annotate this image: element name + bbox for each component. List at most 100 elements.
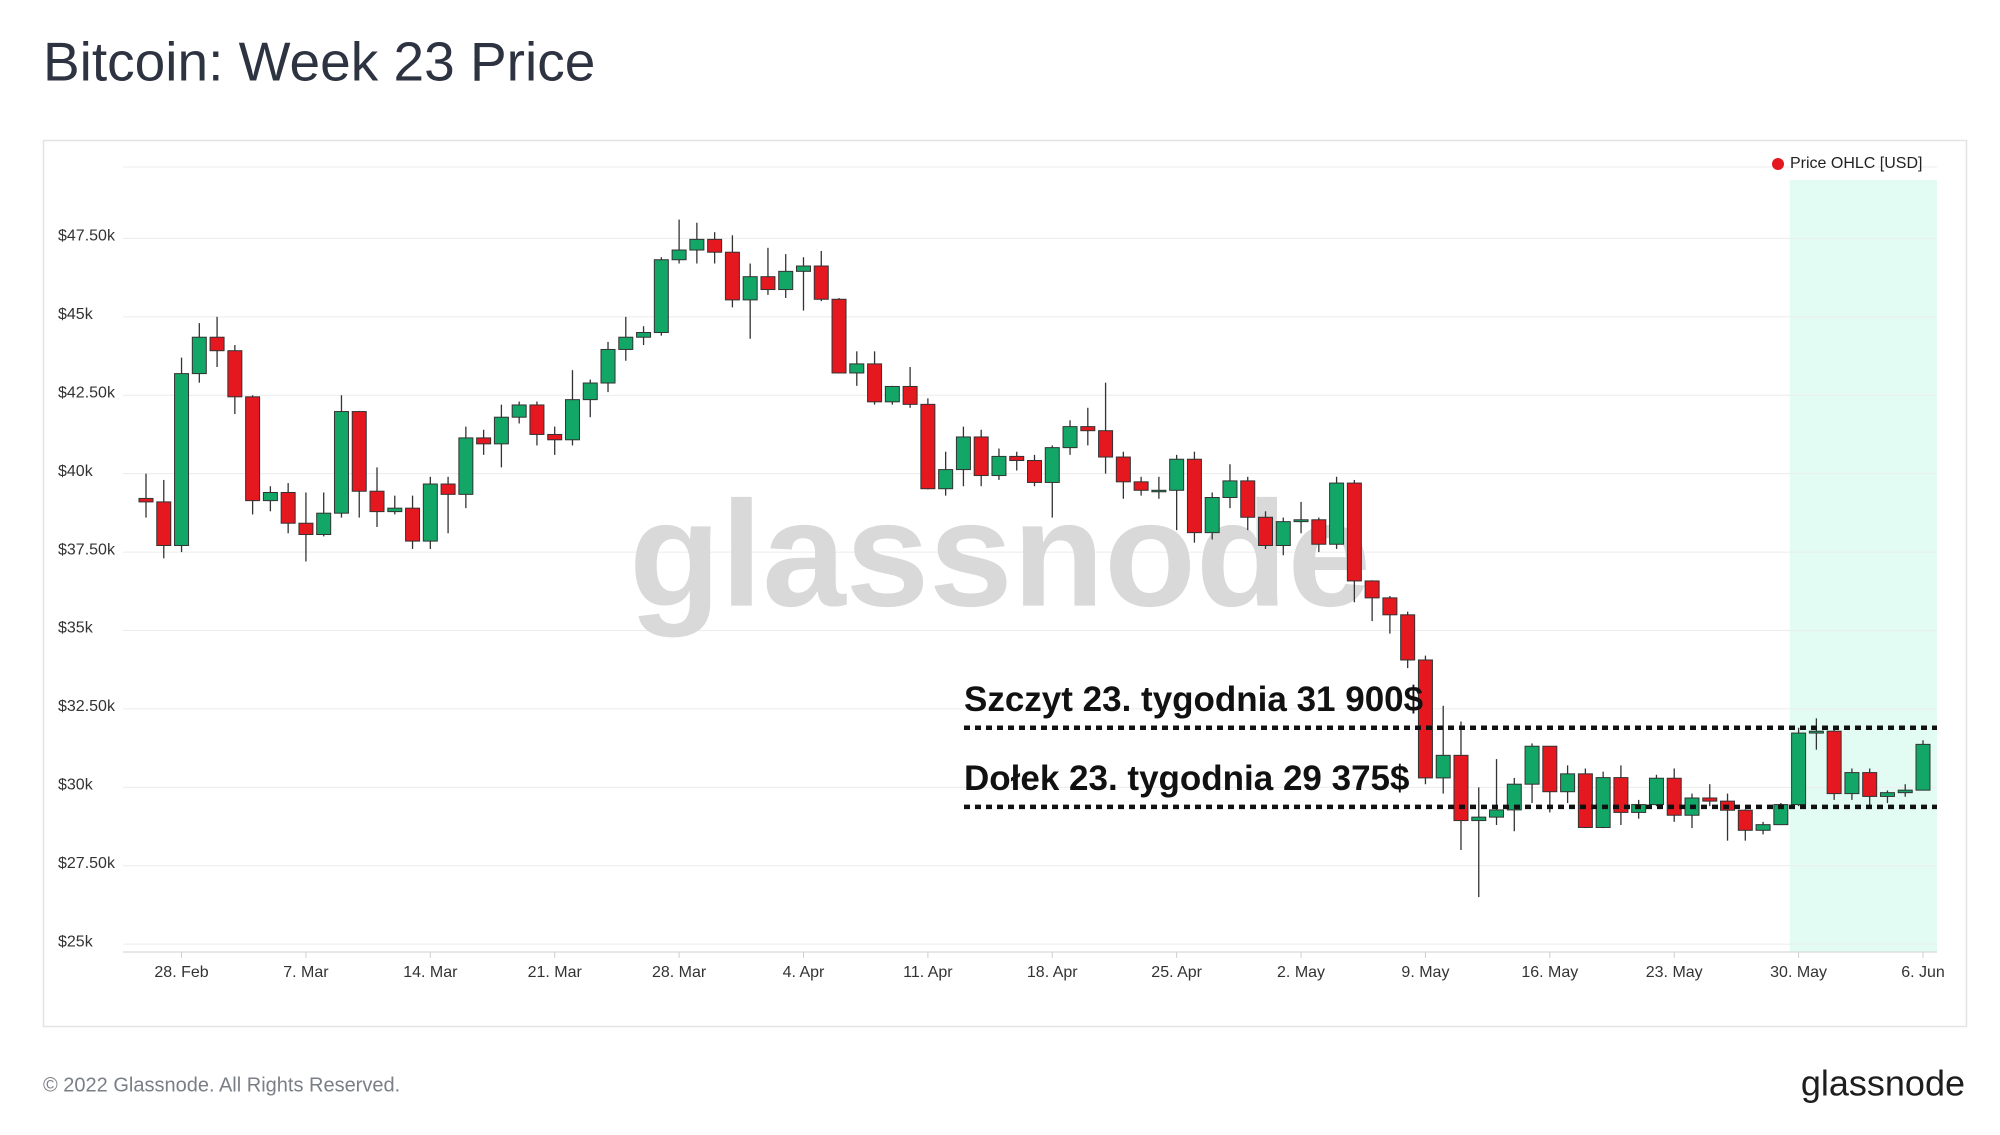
- candle-body: [1542, 745, 1558, 793]
- candle-body: [405, 507, 421, 542]
- y-tick-label: $30k: [58, 777, 94, 794]
- y-tick-label: $40k: [58, 463, 94, 480]
- candle-body: [1524, 745, 1540, 785]
- candle-body: [1329, 482, 1345, 545]
- candle-body: [191, 336, 207, 375]
- candle-body: [1062, 426, 1078, 449]
- candle-body: [1222, 480, 1238, 499]
- candle-body: [671, 249, 687, 261]
- candle-body: [973, 436, 989, 477]
- candle-body: [351, 411, 367, 492]
- candle-body: [440, 483, 456, 495]
- x-tick-label: 18. Apr: [1027, 964, 1078, 981]
- legend-label: Price OHLC [USD]: [1790, 155, 1922, 172]
- candle-body: [1506, 783, 1522, 811]
- candle-body: [760, 276, 776, 291]
- legend-marker: [1772, 158, 1784, 170]
- candle-body: [422, 483, 438, 542]
- candle-body: [156, 501, 172, 546]
- candle-body: [1009, 455, 1025, 461]
- candle-body: [1791, 732, 1807, 806]
- candle-body: [1311, 519, 1327, 545]
- candle-body: [813, 265, 829, 300]
- candle-body: [1489, 809, 1505, 818]
- candle-body: [1897, 789, 1913, 794]
- candle-body: [1453, 754, 1469, 822]
- candle-body: [529, 404, 545, 435]
- candle-body: [884, 385, 900, 403]
- x-tick-label: 11. Apr: [903, 964, 953, 981]
- x-tick-label: 6. Jun: [1901, 964, 1945, 981]
- candle-body: [1595, 777, 1611, 828]
- x-tick-label: 9. May: [1401, 964, 1449, 981]
- x-tick-label: 28. Feb: [154, 964, 208, 981]
- x-tick-label: 7. Mar: [283, 964, 329, 981]
- candle-body: [707, 238, 723, 253]
- candle-body: [831, 298, 847, 374]
- candle-body: [1293, 519, 1309, 523]
- candle-body: [991, 455, 1007, 477]
- candle-body: [280, 491, 296, 524]
- highlight-band: [1789, 180, 1937, 952]
- candle-body: [1577, 773, 1593, 828]
- candle-body: [1151, 489, 1167, 493]
- annotation: Dołek 23. tygodnia 29 375$: [964, 759, 1409, 798]
- candle-body: [511, 404, 527, 418]
- candle-body: [1862, 772, 1878, 797]
- x-tick-label: 25. Apr: [1151, 964, 1202, 981]
- candle-body: [1844, 772, 1860, 795]
- candle-body: [1737, 809, 1753, 831]
- candle-body: [1826, 730, 1842, 795]
- candle-body: [1240, 480, 1256, 518]
- candle-body: [476, 437, 492, 445]
- candle-body: [724, 251, 740, 301]
- candle-body: [1258, 516, 1274, 546]
- candle-body: [387, 507, 403, 513]
- candle-body: [1879, 792, 1895, 797]
- candle-body: [245, 396, 261, 502]
- candle-body: [1044, 447, 1060, 483]
- candle-body: [564, 399, 580, 441]
- candle-body: [1648, 777, 1664, 806]
- y-tick-label: $27.50k: [58, 855, 116, 872]
- y-tick-label: $45k: [58, 306, 94, 323]
- candle-body: [209, 336, 225, 352]
- candle-body: [298, 522, 314, 536]
- candle-body: [1808, 730, 1824, 734]
- candle-body: [1417, 659, 1433, 779]
- candle-body: [1382, 597, 1398, 616]
- y-tick-label: $35k: [58, 620, 94, 637]
- candle-body: [493, 416, 509, 445]
- copyright: © 2022 Glassnode. All Rights Reserved.: [43, 1074, 400, 1096]
- candle-body: [1435, 754, 1451, 779]
- candle-body: [778, 270, 794, 291]
- candle-body: [1098, 430, 1114, 458]
- candle-body: [1613, 777, 1629, 813]
- candle-body: [174, 373, 190, 546]
- x-tick-label: 2. May: [1277, 964, 1325, 981]
- watermark: glassnode: [629, 470, 1371, 638]
- candle-body: [795, 265, 811, 272]
- candle-body: [316, 512, 332, 536]
- y-tick-label: $25k: [58, 933, 94, 950]
- candle-body: [582, 382, 598, 401]
- candle-body: [600, 348, 616, 384]
- candle-body: [1666, 777, 1682, 816]
- x-tick-label: 14. Mar: [403, 964, 458, 981]
- candle-body: [920, 403, 936, 490]
- candle-body: [1204, 497, 1220, 534]
- candle-body: [1560, 773, 1576, 793]
- candle-body: [1702, 797, 1718, 802]
- candle-body: [938, 469, 954, 490]
- candle-body: [955, 436, 971, 471]
- candle-body: [1773, 804, 1789, 826]
- candle-body: [458, 437, 474, 495]
- candle-body: [1115, 456, 1131, 483]
- candle-body: [653, 259, 669, 334]
- candle-body: [1080, 426, 1096, 432]
- candle-body: [1400, 614, 1416, 661]
- candle-body: [227, 350, 243, 398]
- candle-body: [618, 336, 634, 350]
- candle-body: [1169, 458, 1185, 491]
